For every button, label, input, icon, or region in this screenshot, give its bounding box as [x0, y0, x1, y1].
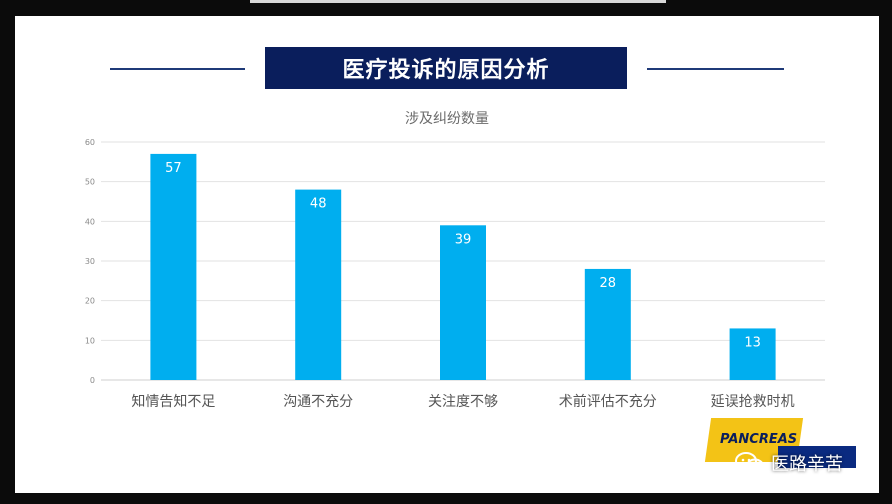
- watermark: 医路辛苦: [735, 450, 843, 476]
- data-label: 13: [744, 335, 761, 350]
- bar-chart: 0 10 20 30 40 50 60 57 知情告知不足 48 沟通不充分 39 关注度不够 28 术前评…: [85, 138, 825, 410]
- badge-blue-block: [778, 446, 856, 468]
- title-left-rule: [110, 68, 245, 70]
- y-tick-label: 50: [85, 178, 95, 187]
- y-tick-label: 10: [85, 336, 95, 345]
- x-tick-label: 术前评估不充分: [559, 393, 657, 410]
- bar: [729, 328, 776, 380]
- y-tick-label: 0: [90, 376, 95, 385]
- x-tick-label: 关注度不够: [428, 394, 498, 410]
- chart-title: 涉及纠纷数量: [405, 111, 489, 127]
- x-tick-label: 沟通不充分: [283, 394, 353, 410]
- y-tick-label: 60: [85, 138, 95, 147]
- data-label: 28: [600, 276, 617, 291]
- y-tick-label: 30: [85, 257, 95, 266]
- x-tick-label: 知情告知不足: [131, 393, 215, 410]
- bar: [440, 225, 486, 380]
- bar: [584, 268, 631, 380]
- top-strip: [250, 0, 666, 3]
- bar: [295, 189, 342, 380]
- wechat-icon: [735, 451, 765, 475]
- pancreas-badge: PANCREAS: [704, 418, 888, 478]
- bar: [150, 153, 197, 380]
- y-tick-label: 40: [85, 217, 95, 226]
- title-right-rule: [647, 68, 784, 70]
- slide: 医疗投诉的原因分析 涉及纠纷数量 0 10 20 30 40 50 60 57 知情告知不足 48…: [15, 16, 879, 493]
- data-label: 48: [310, 197, 327, 212]
- x-tick-label: 延误抢救时机: [711, 393, 795, 410]
- slide-title: 医疗投诉的原因分析: [265, 47, 627, 89]
- data-label: 39: [455, 232, 472, 247]
- y-tick-label: 20: [85, 297, 95, 306]
- badge-text: PANCREAS: [720, 432, 798, 447]
- watermark-text: 医路辛苦: [771, 454, 843, 475]
- data-label: 57: [165, 161, 182, 176]
